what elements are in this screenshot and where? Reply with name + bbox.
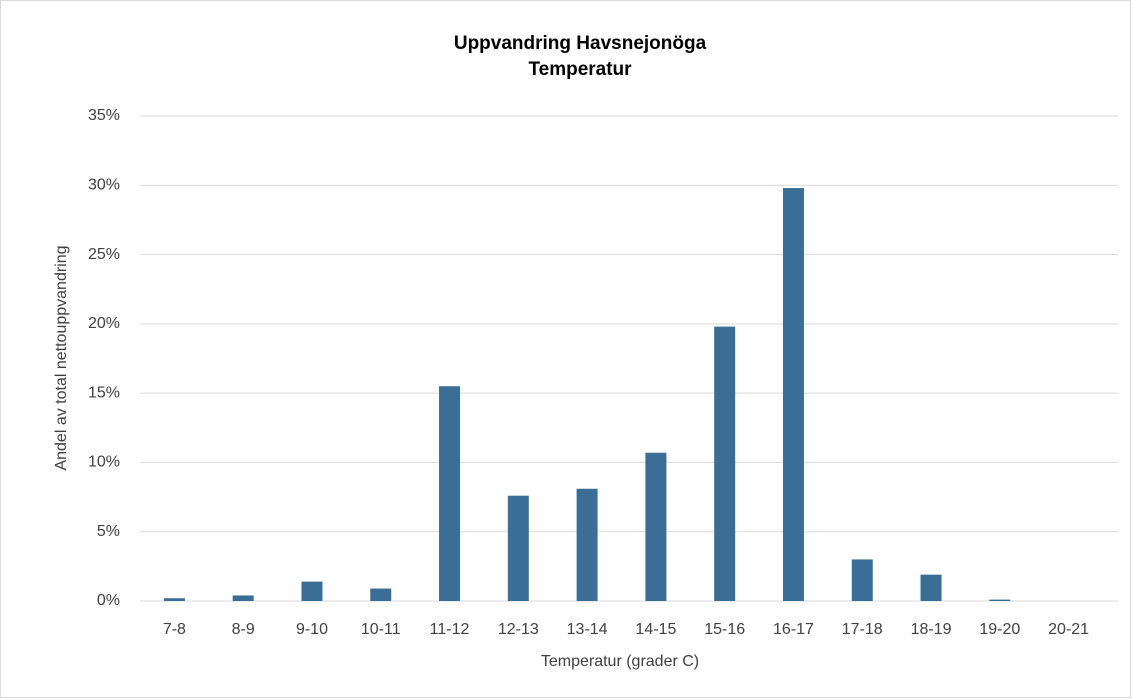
bar [163,598,185,601]
x-tick-label: 12-13 [498,621,539,638]
x-tick-label: 20-21 [1048,621,1089,638]
bar [989,599,1011,601]
chart-title: Uppvandring Havsnejonöga [454,33,707,54]
x-tick-label: 15-16 [704,621,745,638]
x-tick-label: 8-9 [232,621,255,638]
bar [301,581,323,601]
bar [576,488,598,601]
bar [920,574,942,601]
x-tick-label: 10-11 [361,621,401,638]
y-tick-label: 30% [88,177,120,194]
bar [232,595,254,601]
bar [645,452,667,601]
bar [851,559,873,601]
bar [782,188,804,602]
x-tick-label: 7-8 [163,621,186,638]
x-tick-label: 16-17 [773,621,814,638]
y-tick-label: 15% [88,384,120,401]
bar [507,495,529,601]
y-tick-label: 25% [88,246,120,263]
x-tick-label: 17-18 [842,621,883,638]
bar [370,588,392,601]
bar [714,326,736,601]
bar [439,386,461,601]
x-tick-label: 19-20 [979,621,1020,638]
y-tick-label: 5% [97,523,120,540]
y-tick-label: 35% [88,107,120,124]
x-tick-label: 11-12 [430,621,470,638]
chart-subtitle: Temperatur [528,59,632,80]
y-tick-label: 20% [88,315,120,332]
x-axis-label: Temperatur (grader C) [541,653,699,670]
y-tick-label: 10% [88,454,120,471]
y-axis-label: Andel av total nettouppvandring [53,245,70,470]
x-tick-label: 18-19 [911,621,952,638]
x-tick-label: 14-15 [635,621,676,638]
x-tick-label: 9-10 [296,621,328,638]
y-tick-label: 0% [97,592,120,609]
x-tick-label: 13-14 [567,621,608,638]
